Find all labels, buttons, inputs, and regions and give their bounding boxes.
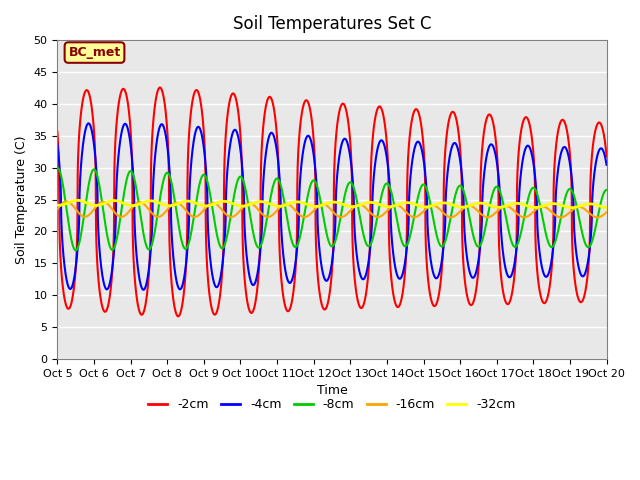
Legend: -2cm, -4cm, -8cm, -16cm, -32cm: -2cm, -4cm, -8cm, -16cm, -32cm — [143, 394, 520, 417]
Title: Soil Temperatures Set C: Soil Temperatures Set C — [233, 15, 431, 33]
Text: BC_met: BC_met — [68, 46, 120, 59]
X-axis label: Time: Time — [317, 384, 348, 397]
Y-axis label: Soil Temperature (C): Soil Temperature (C) — [15, 135, 28, 264]
